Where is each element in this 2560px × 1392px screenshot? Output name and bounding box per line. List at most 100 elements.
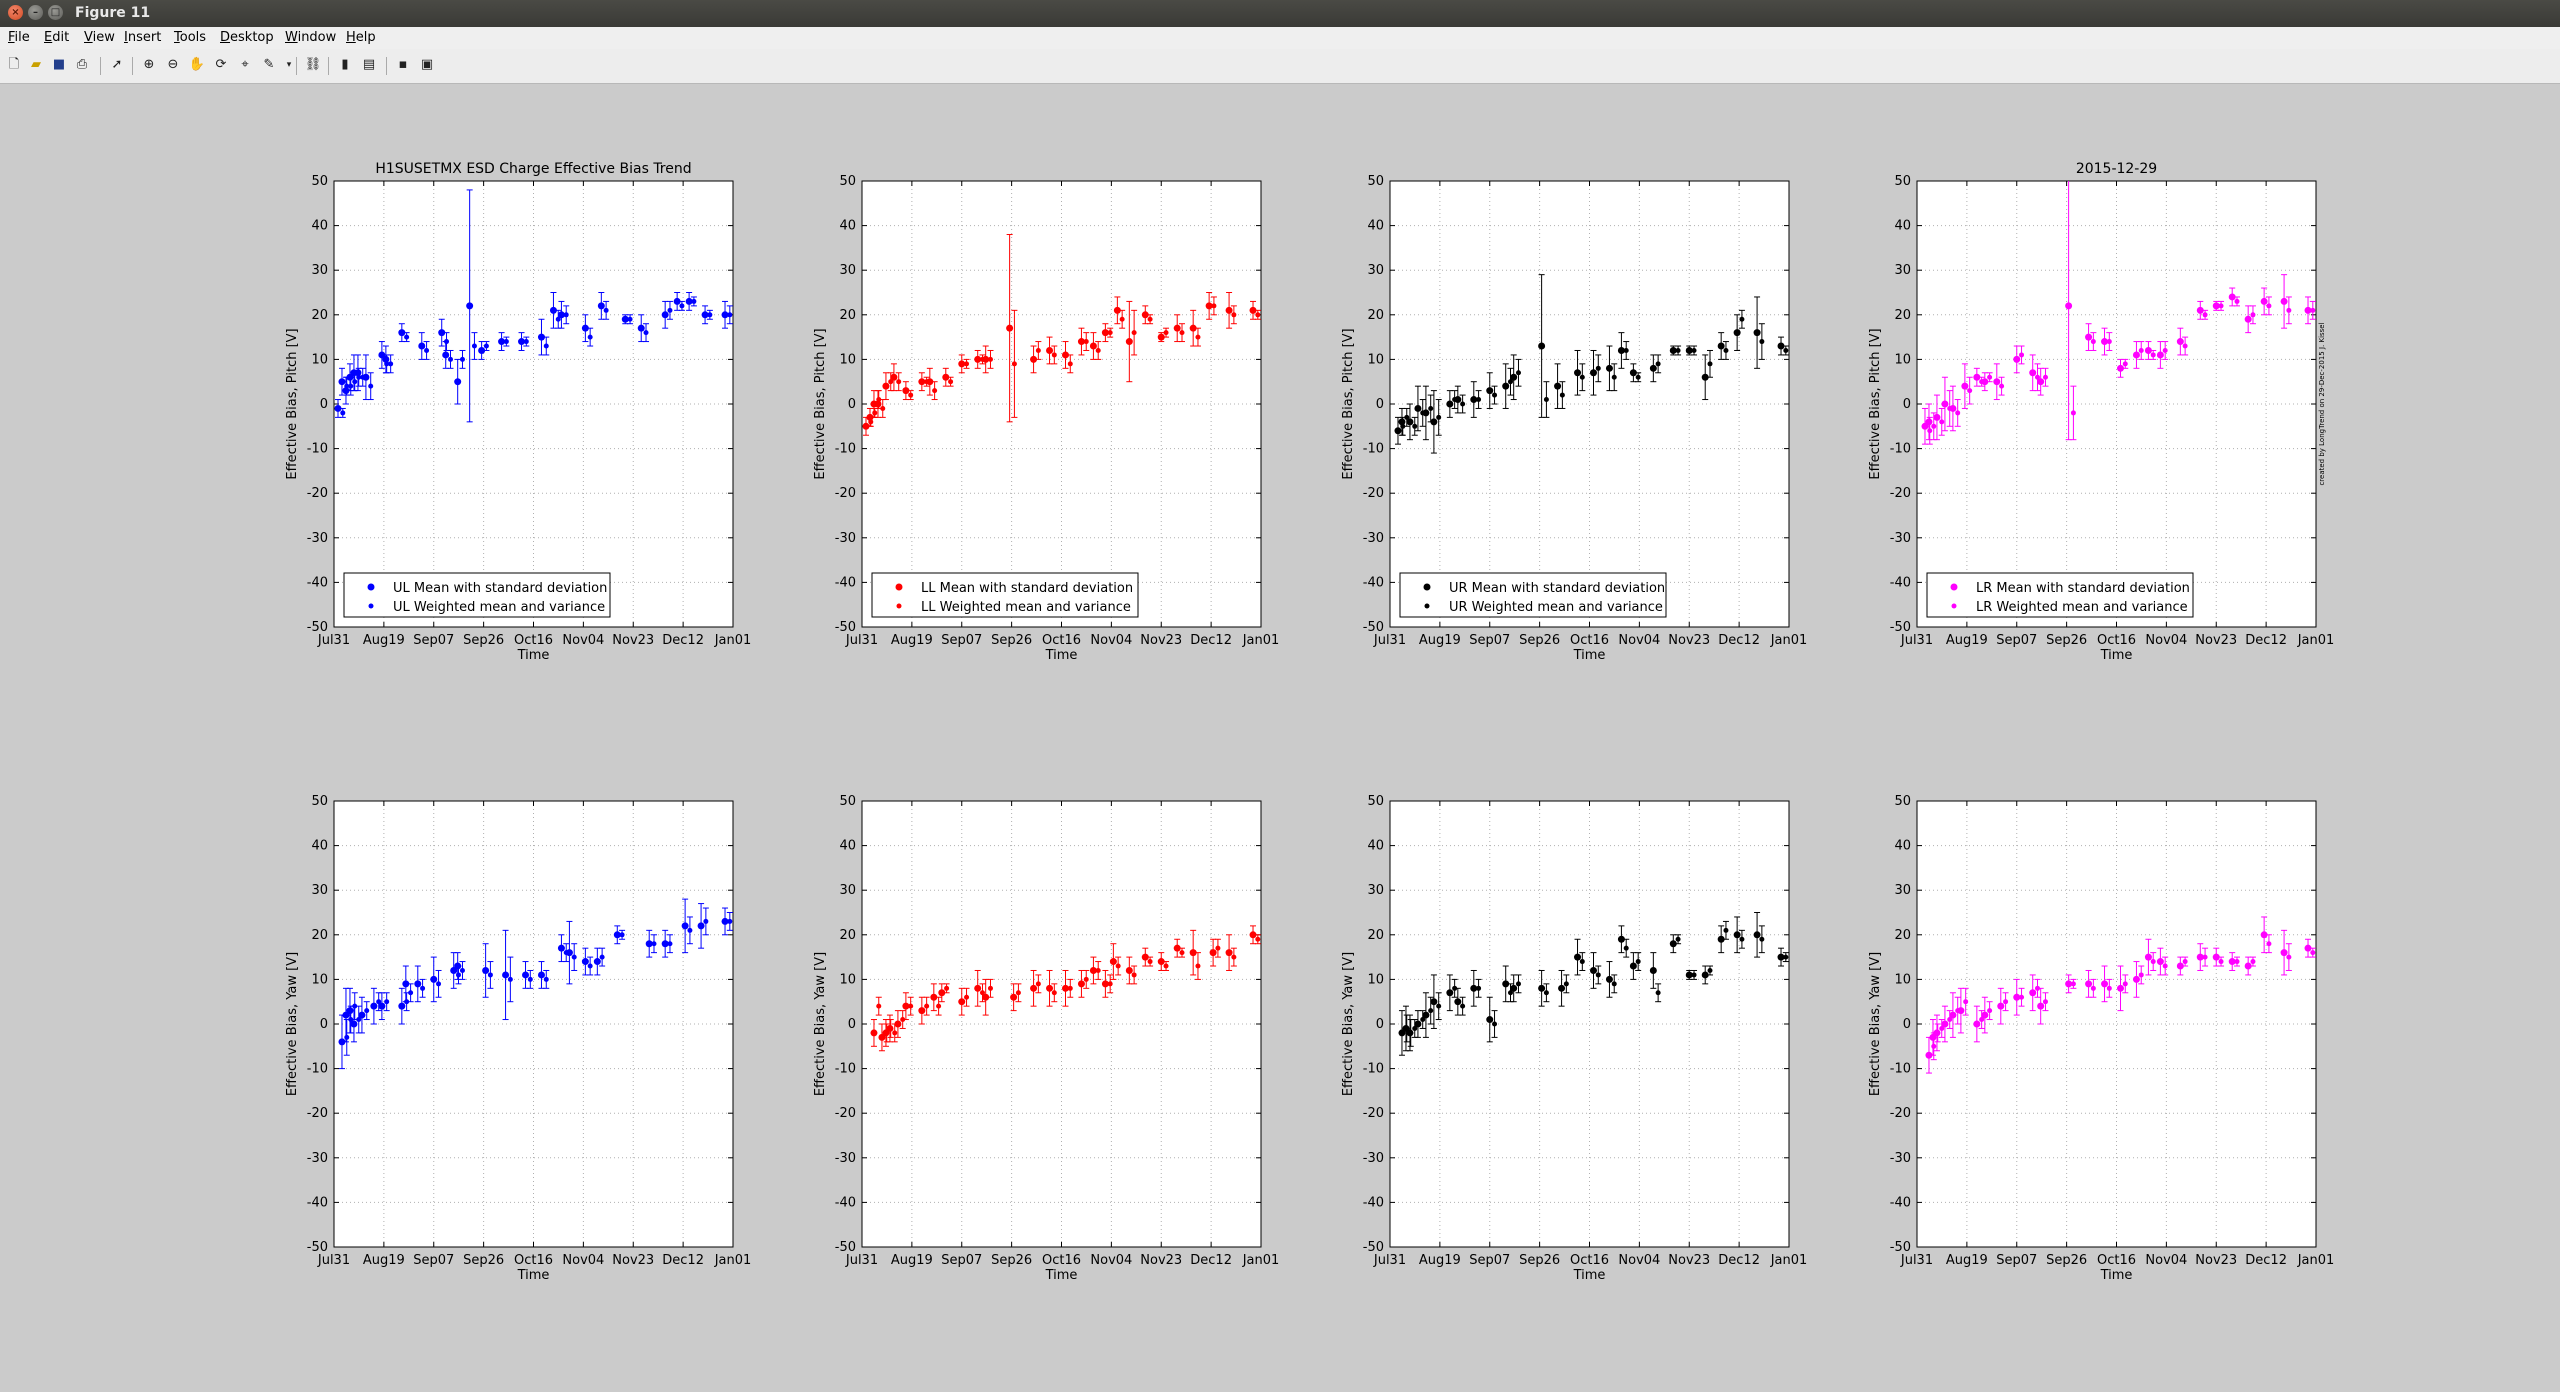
- close-window-icon[interactable]: ×: [8, 5, 23, 20]
- rotate-3d-icon[interactable]: ⟳: [215, 57, 227, 72]
- menu-file[interactable]: File: [8, 30, 30, 45]
- chart-title: H1SUSETMX ESD Charge Effective Bias Tren…: [375, 161, 691, 177]
- y-tick-label: 30: [311, 883, 328, 898]
- save-icon[interactable]: ■: [52, 57, 66, 72]
- y-tick-label: -20: [307, 1106, 328, 1121]
- data-point: [1783, 954, 1789, 960]
- data-point: [1981, 1011, 1989, 1019]
- colorbar-icon[interactable]: ▮: [341, 57, 349, 72]
- data-point: [1010, 993, 1018, 1001]
- data-point: [2085, 980, 2093, 988]
- data-point: [340, 410, 346, 416]
- minimize-window-icon[interactable]: –: [28, 5, 43, 20]
- data-point: [348, 383, 354, 389]
- y-tick-label: -50: [307, 1240, 328, 1255]
- menu-edit[interactable]: Edit: [44, 30, 70, 45]
- data-point: [1460, 401, 1466, 407]
- toolbar-separator: [386, 57, 387, 75]
- data-point: [979, 356, 985, 362]
- data-point: [1225, 949, 1233, 957]
- data-point: [1422, 1011, 1430, 1019]
- y-tick-label: 0: [320, 397, 328, 412]
- data-point: [637, 324, 645, 332]
- menu-tools[interactable]: Tools: [174, 30, 207, 45]
- data-point: [876, 397, 882, 403]
- data-point: [1701, 373, 1709, 381]
- data-point: [958, 360, 966, 368]
- link-plot-icon[interactable]: ⛓: [304, 57, 322, 72]
- data-point: [930, 993, 938, 1001]
- data-point: [2218, 959, 2224, 965]
- y-tick-label: -40: [307, 1195, 328, 1210]
- hide-plot-tools-icon[interactable]: ▪: [398, 57, 408, 72]
- data-point: [2304, 306, 2312, 314]
- data-point: [697, 922, 705, 930]
- data-point: [1973, 1020, 1981, 1028]
- data-point: [507, 976, 513, 982]
- data-point: [354, 369, 362, 377]
- menu-window[interactable]: Window: [285, 30, 337, 45]
- y-axis-label: Effective Bias, Pitch [V]: [285, 328, 300, 479]
- data-point: [1163, 963, 1169, 969]
- data-point: [348, 1017, 354, 1023]
- data-point: [1119, 316, 1125, 322]
- legend-icon[interactable]: ▤: [362, 57, 376, 72]
- data-point: [896, 379, 902, 385]
- maximize-window-icon[interactable]: □: [48, 5, 63, 20]
- data-cursor-icon[interactable]: ⌖: [241, 57, 249, 72]
- data-point: [924, 379, 930, 385]
- y-tick-label: 20: [311, 308, 328, 323]
- legend-entry: UL Weighted mean and variance: [393, 600, 605, 615]
- y-tick-label: -30: [307, 531, 328, 546]
- menu-view[interactable]: View: [84, 30, 115, 45]
- data-point: [888, 379, 894, 385]
- x-tick-label: Oct16: [514, 1253, 553, 1268]
- data-point: [651, 941, 657, 947]
- data-point: [2034, 985, 2040, 991]
- x-tick-label: Jul31: [845, 1253, 878, 1268]
- data-point: [2138, 972, 2144, 978]
- data-point: [890, 373, 898, 381]
- data-point: [1179, 950, 1185, 956]
- y-tick-label: 40: [1367, 839, 1384, 854]
- print-icon[interactable]: ⎙: [76, 57, 88, 72]
- data-point: [1543, 990, 1549, 996]
- show-plot-tools-icon[interactable]: ▣: [420, 57, 434, 72]
- menu-desktop[interactable]: Desktop: [220, 30, 274, 45]
- new-file-icon[interactable]: 🗋: [8, 57, 20, 72]
- zoom-out-icon[interactable]: ⊖: [167, 57, 179, 72]
- data-point: [727, 312, 733, 318]
- axes-box: [1389, 800, 1790, 1248]
- data-point: [1574, 369, 1582, 377]
- data-point: [1538, 984, 1546, 992]
- data-point: [2310, 950, 2316, 956]
- open-folder-icon[interactable]: ▰: [31, 57, 41, 72]
- data-point: [918, 378, 926, 386]
- brush-dropdown-icon[interactable]: ▾: [286, 60, 292, 70]
- data-point: [1579, 959, 1585, 965]
- plot-area: [862, 181, 1261, 627]
- y-tick-label: 30: [839, 883, 856, 898]
- zoom-in-icon[interactable]: ⊕: [143, 57, 155, 72]
- data-point: [1510, 373, 1518, 381]
- pan-hand-icon[interactable]: ✋: [188, 57, 206, 72]
- data-point: [1412, 423, 1418, 429]
- data-point: [1231, 954, 1237, 960]
- data-point: [2090, 985, 2096, 991]
- data-point: [908, 392, 914, 398]
- data-point: [643, 330, 649, 336]
- menu-help[interactable]: Help: [346, 30, 376, 45]
- data-point: [2150, 352, 2156, 358]
- y-tick-label: -10: [307, 1062, 328, 1077]
- menu-insert[interactable]: Insert: [124, 30, 162, 45]
- brush-icon[interactable]: ✎: [263, 57, 275, 72]
- axes-box: [861, 180, 1262, 628]
- pointer-arrow-icon[interactable]: ➚: [111, 57, 123, 72]
- data-point: [2101, 338, 2109, 346]
- y-axis-label: Effective Bias, Yaw [V]: [285, 952, 300, 1096]
- data-point: [1030, 984, 1038, 992]
- data-point: [1502, 382, 1510, 390]
- data-point: [487, 972, 493, 978]
- data-point: [2202, 954, 2208, 960]
